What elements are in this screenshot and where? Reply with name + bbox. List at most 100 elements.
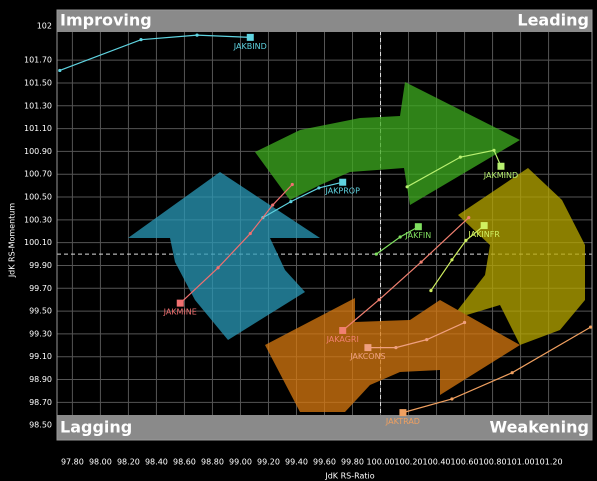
y-tick-label: 99.30: [29, 329, 52, 338]
point: [271, 203, 275, 207]
series-label: JAKMIND: [483, 171, 518, 180]
y-tick-label: 99.50: [29, 307, 52, 316]
x-tick-label: 101.20: [535, 458, 563, 467]
y-tick-label: 101.50: [24, 78, 52, 87]
point: [58, 68, 62, 73]
series-line: [402, 326, 591, 414]
y-tick-label: 100.50: [24, 193, 52, 202]
point: [450, 397, 454, 401]
x-tick-label: 99.40: [285, 458, 308, 467]
y-tick-label: 100.10: [24, 238, 52, 247]
y-tick-label: 98.50: [29, 421, 52, 430]
x-tick-label: 98.60: [173, 458, 196, 467]
y-tick-label: 100.70: [24, 170, 52, 179]
y-tick-label: 99.70: [29, 284, 52, 293]
series-label: JAKCONS: [349, 352, 385, 361]
x-tick-label: 99.20: [257, 458, 280, 467]
head-marker: [246, 33, 254, 41]
y-axis-title: JdK RS-Momentum: [8, 203, 17, 279]
point: [248, 231, 252, 236]
y-tick-label: 99.90: [29, 261, 52, 270]
series-line: [406, 149, 502, 188]
point: [458, 155, 462, 159]
head-marker: [339, 327, 347, 335]
x-tick-label: 98.80: [201, 458, 224, 467]
arrow-blue: [128, 172, 320, 340]
point: [405, 185, 409, 189]
x-tick-label: 100.40: [423, 458, 451, 467]
point: [467, 215, 471, 220]
point: [374, 252, 378, 256]
point: [450, 258, 454, 262]
series-label: JAKTRAD: [385, 417, 420, 426]
quadrant-label: Lagging: [60, 418, 132, 437]
point: [290, 182, 294, 187]
point: [419, 260, 423, 264]
point: [398, 235, 402, 239]
y-tick-label: 99.10: [29, 352, 52, 361]
plot-frame: [56, 9, 593, 441]
quadrant-label: Leading: [517, 11, 589, 30]
point: [464, 238, 468, 242]
series-line: [262, 181, 343, 219]
y-tick-label: 102: [37, 21, 52, 30]
y-tick-label: 101.70: [24, 56, 52, 65]
x-tick-label: 99.80: [341, 458, 364, 467]
point: [289, 200, 293, 204]
x-tick-label: 98.00: [89, 458, 112, 467]
x-tick-label: 97.80: [61, 458, 84, 467]
x-tick-label: 98.40: [145, 458, 168, 467]
series-line: [342, 217, 470, 331]
point: [429, 288, 433, 293]
x-tick-label: 100.00: [367, 458, 395, 467]
point: [425, 338, 429, 342]
series-label: JAKPROP: [324, 187, 360, 196]
series-line: [430, 225, 485, 291]
point: [377, 298, 381, 302]
x-tick-label: 100.60: [451, 458, 479, 467]
series-line: [367, 321, 465, 349]
head-marker: [176, 299, 184, 307]
top-band: [57, 10, 592, 32]
head-marker: [399, 409, 407, 417]
point: [510, 371, 514, 375]
rotation-arrows: [128, 82, 585, 412]
y-tick-label: 101.10: [24, 124, 52, 133]
point: [317, 186, 321, 190]
head-marker: [414, 223, 422, 231]
point: [492, 148, 496, 152]
quadrant-label: Improving: [60, 11, 152, 30]
point: [139, 38, 143, 42]
head-marker: [364, 344, 372, 352]
series-label: JAKFIN: [404, 231, 431, 240]
y-tick-label: 98.70: [29, 398, 52, 407]
head-marker: [497, 162, 505, 170]
bottom-band: [57, 415, 592, 440]
y-tick-label: 101.30: [24, 101, 52, 110]
point: [588, 325, 593, 329]
x-axis-title: JdK RS-Ratio: [324, 472, 374, 481]
x-tick-label: 101.00: [507, 458, 535, 467]
series-line: [59, 34, 251, 72]
point: [216, 266, 220, 270]
head-marker: [480, 222, 488, 230]
x-tick-label: 99.00: [229, 458, 252, 467]
arrow-green: [255, 82, 520, 205]
point: [462, 320, 467, 325]
series-label: JAKBIND: [233, 42, 267, 51]
series-label: JAKMINE: [163, 308, 197, 317]
head-marker: [339, 178, 347, 186]
x-tick-label: 100.20: [395, 458, 423, 467]
series-label: JAKAGRI: [326, 335, 359, 344]
y-tick-label: 98.90: [29, 375, 52, 384]
y-tick-label: 100.30: [24, 215, 52, 224]
series-label: JAKINFR: [467, 230, 500, 239]
quadrant-label: Weakening: [489, 418, 589, 437]
y-tick-label: 100.90: [24, 147, 52, 156]
x-tick-label: 98.20: [117, 458, 140, 467]
x-tick-label: 100.80: [479, 458, 507, 467]
arrow-yellow: [450, 168, 585, 345]
x-tick-label: 99.60: [313, 458, 336, 467]
